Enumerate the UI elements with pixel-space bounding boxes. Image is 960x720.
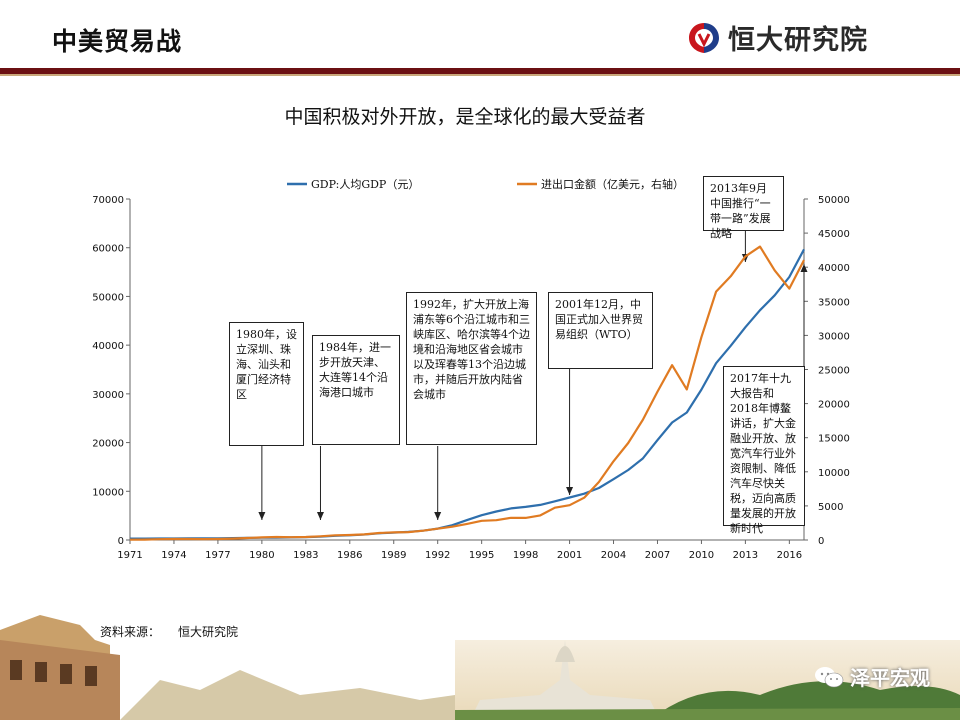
trade-series-line [129,245,805,541]
x-axis-tick-label: 1989 [381,550,406,561]
right-axis-tick-label: 35000 [818,297,850,308]
right-axis-tick-label: 50000 [818,195,850,206]
annotation-1992: 1992年，扩大开放上海浦东等6个沿江城市和三峡库区、哈尔滨等4个边境和沿海地区… [406,292,537,445]
right-axis-tick-label: 20000 [818,400,850,411]
left-axis-tick-label: 50000 [92,292,124,303]
x-axis-tick-label: 1980 [249,550,274,561]
left-axis-tick-label: 60000 [92,244,124,255]
right-axis-tick-label: 45000 [818,229,850,240]
x-axis-tick-label: 1974 [161,550,186,561]
trade-gdp-chart: 0 10000 20000 30000 40000 50000 60000 70000 0 500… [92,177,850,561]
chart-subtitle: 中国积极对外开放，是全球化的最大受益者 [284,106,646,128]
left-axis-tick-label: 20000 [92,439,124,450]
watermark-text: 泽平宏观 [850,666,930,690]
annotation-1980: 1980年，设立深圳、珠海、汕头和厦门经济特区 [229,322,304,446]
annotation-2013: 2013年9月中国推行“一带一路”发展战略 [703,176,784,240]
annotation-arrowhead [258,512,266,520]
x-axis-tick-label: 2001 [557,550,582,561]
x-axis-tick-label: 2004 [601,550,626,561]
source-label: 资料来源： [100,625,161,639]
right-axis-tick-label: 5000 [818,502,843,513]
x-axis-tick-label: 1977 [205,550,230,561]
right-axis-tick-label: 0 [818,536,824,547]
header-divider [0,68,960,74]
annotation-arrowhead [800,264,808,272]
legend-trade-label: 进出口金额（亿美元，右轴） [541,177,684,191]
annotation-2001: 2001年12月，中国正式加入世界贸易组织（WTO） [548,292,653,369]
x-axis-tick-label: 2016 [777,550,802,561]
brand: 恒大研究院 [686,18,868,57]
x-axis-tick-label: 1992 [425,550,450,561]
brand-name: 恒大研究院 [728,25,868,56]
x-axis-tick-label: 2010 [689,550,714,561]
right-axis-tick-label: 30000 [818,331,850,342]
x-axis-tick-label: 1971 [117,550,142,561]
footer-architecture-image [0,615,960,720]
annotation-1984: 1984年，进一步开放天津、大连等14个沿海港口城市 [312,335,400,445]
wechat-icon [815,666,844,687]
x-axis-tick-label: 2013 [733,550,758,561]
annotation-2017: 2017年十九大报告和2018年博鳌讲话，扩大金融业开放、放宽汽车行业外资限制、… [723,366,805,535]
right-axis-tick-label: 15000 [818,434,850,445]
right-axis-tick-label: 40000 [818,263,850,274]
x-axis-tick-label: 1995 [469,550,494,561]
x-axis-tick-label: 1998 [513,550,538,561]
left-axis-tick-label: 10000 [92,487,124,498]
left-axis-tick-label: 70000 [92,195,124,206]
left-axis-tick-label: 40000 [92,341,124,352]
page-title: 中美贸易战 [52,27,183,56]
source-value: 恒大研究院 [178,625,239,639]
x-axis-tick-label: 1986 [337,550,362,561]
source-note: 资料来源： 恒大研究院 [100,623,256,640]
x-axis-tick-label: 2007 [645,550,670,561]
annotation-arrowhead [316,512,324,520]
left-axis-tick-label: 0 [118,536,124,547]
header-divider-accent [0,74,960,76]
x-axis-tick-label: 1983 [293,550,318,561]
legend-gdp-label: GDP:人均GDP（元） [311,178,419,191]
right-axis-tick-label: 10000 [818,468,850,479]
annotation-arrowhead [566,487,574,495]
wechat-watermark: 泽平宏观 [814,662,930,691]
evergrande-logo-icon [689,22,719,53]
right-axis-tick-label: 25000 [818,366,850,377]
annotation-arrowhead [434,512,442,520]
left-axis-tick-label: 30000 [92,390,124,401]
